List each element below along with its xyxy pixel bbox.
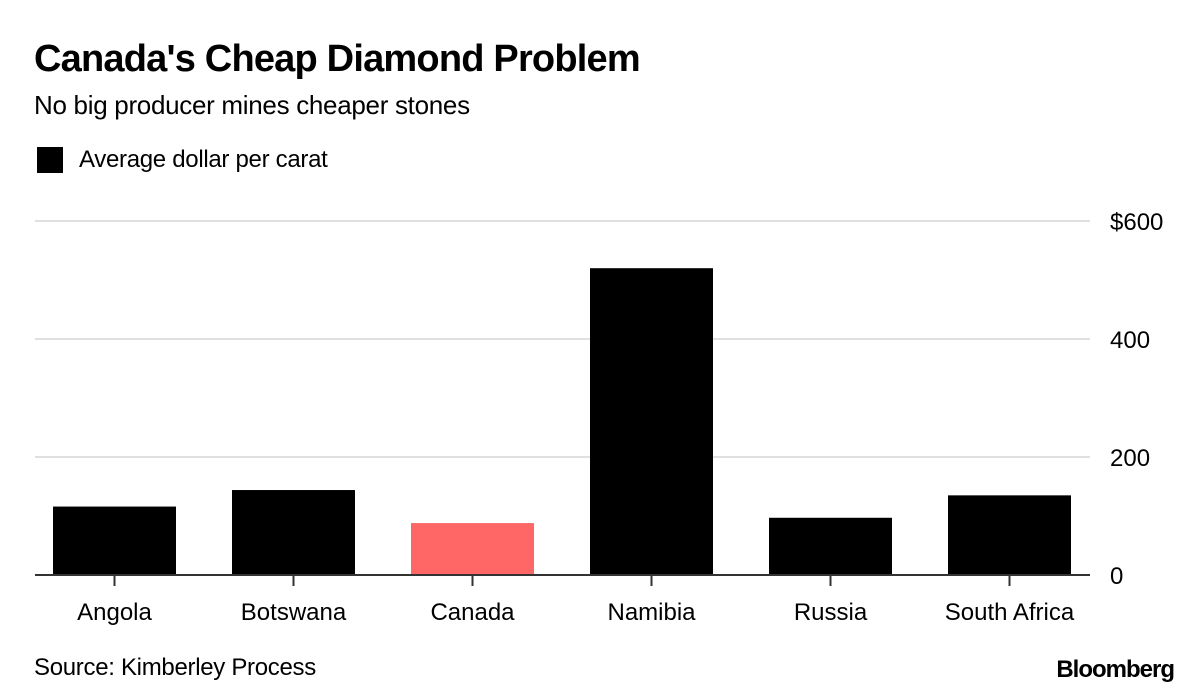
bars (53, 268, 1071, 575)
bloomberg-logo: Bloomberg (1056, 656, 1175, 683)
bar-namibia (590, 268, 713, 575)
legend-swatch (37, 147, 63, 173)
x-axis-labels: Angola Botswana Canada Namibia Russia South A… (77, 599, 1075, 626)
chart-title: Canada's Cheap Diamond Problem (34, 38, 641, 80)
x-tick-label: Namibia (607, 599, 696, 626)
x-tick-label: Russia (794, 599, 868, 626)
y-tick-label: 400 (1110, 327, 1150, 354)
bar-botswana (232, 490, 355, 575)
legend-label: Average dollar per carat (79, 146, 328, 173)
x-tick-label: South Africa (945, 599, 1075, 626)
x-tick-label: Botswana (241, 599, 347, 626)
x-axis (35, 574, 1090, 586)
y-tick-label: 0 (1110, 563, 1123, 590)
x-tick-label: Angola (77, 599, 152, 626)
bar-russia (769, 517, 892, 575)
legend: Average dollar per carat (37, 146, 328, 174)
chart-subtitle: No big producer mines cheaper stones (34, 90, 470, 120)
y-tick-label: $600 (1110, 209, 1163, 236)
bar-angola (53, 506, 176, 575)
x-tick-label: Canada (430, 599, 515, 626)
bar-south-africa (948, 495, 1071, 575)
source-note: Source: Kimberley Process (34, 654, 316, 681)
y-tick-label: 200 (1110, 445, 1150, 472)
y-axis-ticks: 0 200 400 $600 (1110, 209, 1163, 590)
bar-canada (411, 523, 534, 575)
gridlines (35, 220, 1090, 458)
